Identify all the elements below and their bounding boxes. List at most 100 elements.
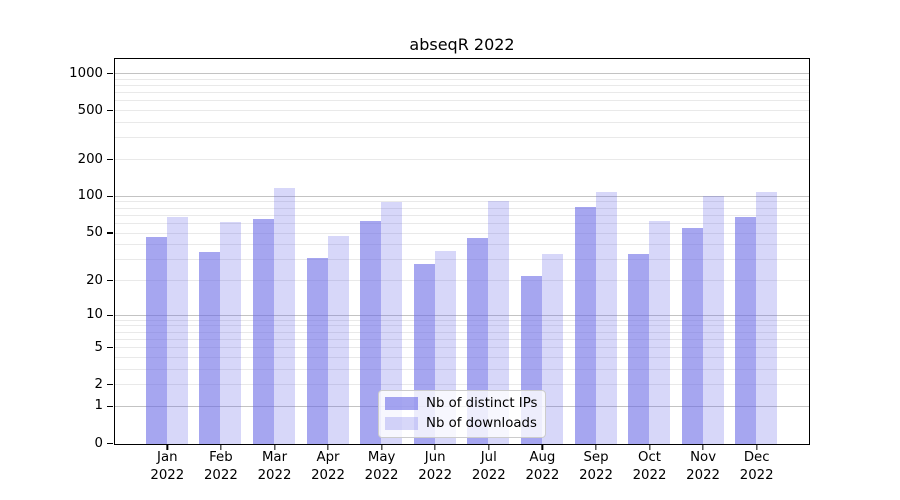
gridline-minor-4 <box>115 356 809 358</box>
y-tick-label-5: 5 <box>94 339 103 355</box>
gridline-minor-30 <box>115 259 809 261</box>
gridline-minor-3 <box>115 368 809 370</box>
x-tick-mark-may <box>380 445 383 450</box>
x-tick-label-oct: Oct 2022 <box>632 450 667 483</box>
gridline-minor-500 <box>115 110 809 112</box>
bar-downloads-feb <box>220 222 242 444</box>
gridline-minor-200 <box>115 159 809 160</box>
gridline-minor-600 <box>115 100 809 102</box>
y-tick-label-1: 1 <box>94 398 103 414</box>
x-tick-mark-feb <box>220 445 222 450</box>
x-tick-mark-dec <box>756 445 758 450</box>
x-tick-mark-aug <box>541 445 544 450</box>
gridline-minor-6 <box>115 338 809 340</box>
chart-title: abseqR 2022 <box>409 35 515 54</box>
bar-downloads-jan <box>166 216 188 444</box>
bar-distinct-ips-mar <box>253 218 274 444</box>
legend: Nb of distinct IPs Nb of downloads <box>378 390 547 438</box>
y-tick-label-200: 200 <box>77 151 103 167</box>
y-tick-mark-50 <box>107 232 113 234</box>
legend-label-downloads: Nb of downloads <box>426 416 537 431</box>
y-tick-label-20: 20 <box>86 272 103 288</box>
bar-distinct-ips-jan <box>145 236 167 444</box>
gridline-minor-50 <box>115 232 809 234</box>
bar-distinct-ips-feb <box>199 252 221 444</box>
y-tick-label-10: 10 <box>86 307 103 323</box>
x-tick-mark-jul <box>488 445 490 450</box>
y-tick-mark-1 <box>107 405 113 408</box>
gridline-major-100 <box>115 195 809 197</box>
x-tick-label-jul: Jul 2022 <box>471 450 506 483</box>
x-tick-mark-mar <box>273 445 276 450</box>
gridline-minor-90 <box>115 201 809 203</box>
gridline-minor-400 <box>115 122 809 123</box>
y-tick-mark-500 <box>107 110 113 112</box>
bar-distinct-ips-may <box>360 220 382 444</box>
x-tick-label-apr: Apr 2022 <box>311 450 345 483</box>
plot-area <box>114 58 810 445</box>
legend-item-distinct-ips: Nb of distinct IPs <box>385 396 537 411</box>
gridline-minor-60 <box>115 222 809 224</box>
gridline-minor-70 <box>115 214 809 216</box>
bar-downloads-aug <box>541 253 563 444</box>
y-tick-label-50: 50 <box>86 225 103 240</box>
legend-label-distinct-ips: Nb of distinct IPs <box>426 396 538 411</box>
x-tick-mark-oct <box>648 445 651 450</box>
bar-distinct-ips-dec <box>735 217 757 444</box>
x-tick-label-nov: Nov 2022 <box>686 450 721 483</box>
y-tick-label-100: 100 <box>77 188 103 204</box>
y-tick-label-1000: 1000 <box>69 65 103 81</box>
bar-downloads-oct <box>649 220 670 444</box>
bar-distinct-ips-apr <box>306 258 328 444</box>
y-tick-mark-10 <box>107 314 113 316</box>
gridline-major-1000 <box>115 73 809 74</box>
y-tick-mark-0 <box>107 442 113 445</box>
gridline-major-10 <box>115 314 809 316</box>
legend-item-downloads: Nb of downloads <box>385 416 537 431</box>
gridline-minor-20 <box>115 280 809 281</box>
gridline-minor-40 <box>115 244 809 246</box>
x-tick-mark-sep <box>595 445 597 450</box>
y-tick-label-500: 500 <box>77 102 103 118</box>
x-tick-label-sep: Sep 2022 <box>579 450 613 483</box>
x-tick-label-jun: Jun 2022 <box>418 450 453 483</box>
bar-downloads-dec <box>756 191 778 444</box>
gridline-minor-900 <box>115 78 809 80</box>
bar-downloads-mar <box>274 187 295 444</box>
gridline-minor-700 <box>115 92 809 94</box>
gridline-minor-5 <box>115 347 809 349</box>
bar-downloads-jul <box>488 201 510 444</box>
x-tick-label-feb: Feb 2022 <box>203 450 238 483</box>
y-tick-mark-5 <box>107 347 113 349</box>
legend-swatch-downloads <box>385 417 418 430</box>
legend-swatch-distinct-ips <box>385 397 418 410</box>
gridline-minor-800 <box>115 85 809 86</box>
x-tick-label-jan: Jan 2022 <box>150 450 185 483</box>
x-tick-label-may: May 2022 <box>364 450 399 483</box>
bar-downloads-sep <box>595 191 617 444</box>
y-tick-label-0: 0 <box>94 435 103 451</box>
gridline-minor-9 <box>115 319 809 321</box>
y-tick-mark-200 <box>107 158 113 161</box>
bar-downloads-nov <box>702 196 724 444</box>
x-tick-label-dec: Dec 2022 <box>739 450 774 483</box>
bar-distinct-ips-sep <box>574 207 596 444</box>
x-tick-mark-jan <box>166 445 168 450</box>
x-tick-mark-nov <box>702 445 704 450</box>
y-tick-mark-2 <box>107 384 113 386</box>
bar-downloads-apr <box>327 235 349 444</box>
y-tick-mark-20 <box>107 279 113 282</box>
gridline-minor-80 <box>115 207 809 209</box>
y-tick-mark-100 <box>107 195 113 198</box>
x-tick-mark-jun <box>434 445 436 450</box>
y-tick-label-2: 2 <box>94 376 103 392</box>
bar-distinct-ips-oct <box>628 253 649 444</box>
gridline-minor-8 <box>115 325 809 327</box>
x-tick-mark-apr <box>327 445 329 450</box>
gridline-minor-300 <box>115 137 809 139</box>
x-tick-label-mar: Mar 2022 <box>257 450 292 483</box>
gridline-minor-7 <box>115 331 809 333</box>
gridline-minor-2 <box>115 384 809 386</box>
x-tick-label-aug: Aug 2022 <box>525 450 560 483</box>
